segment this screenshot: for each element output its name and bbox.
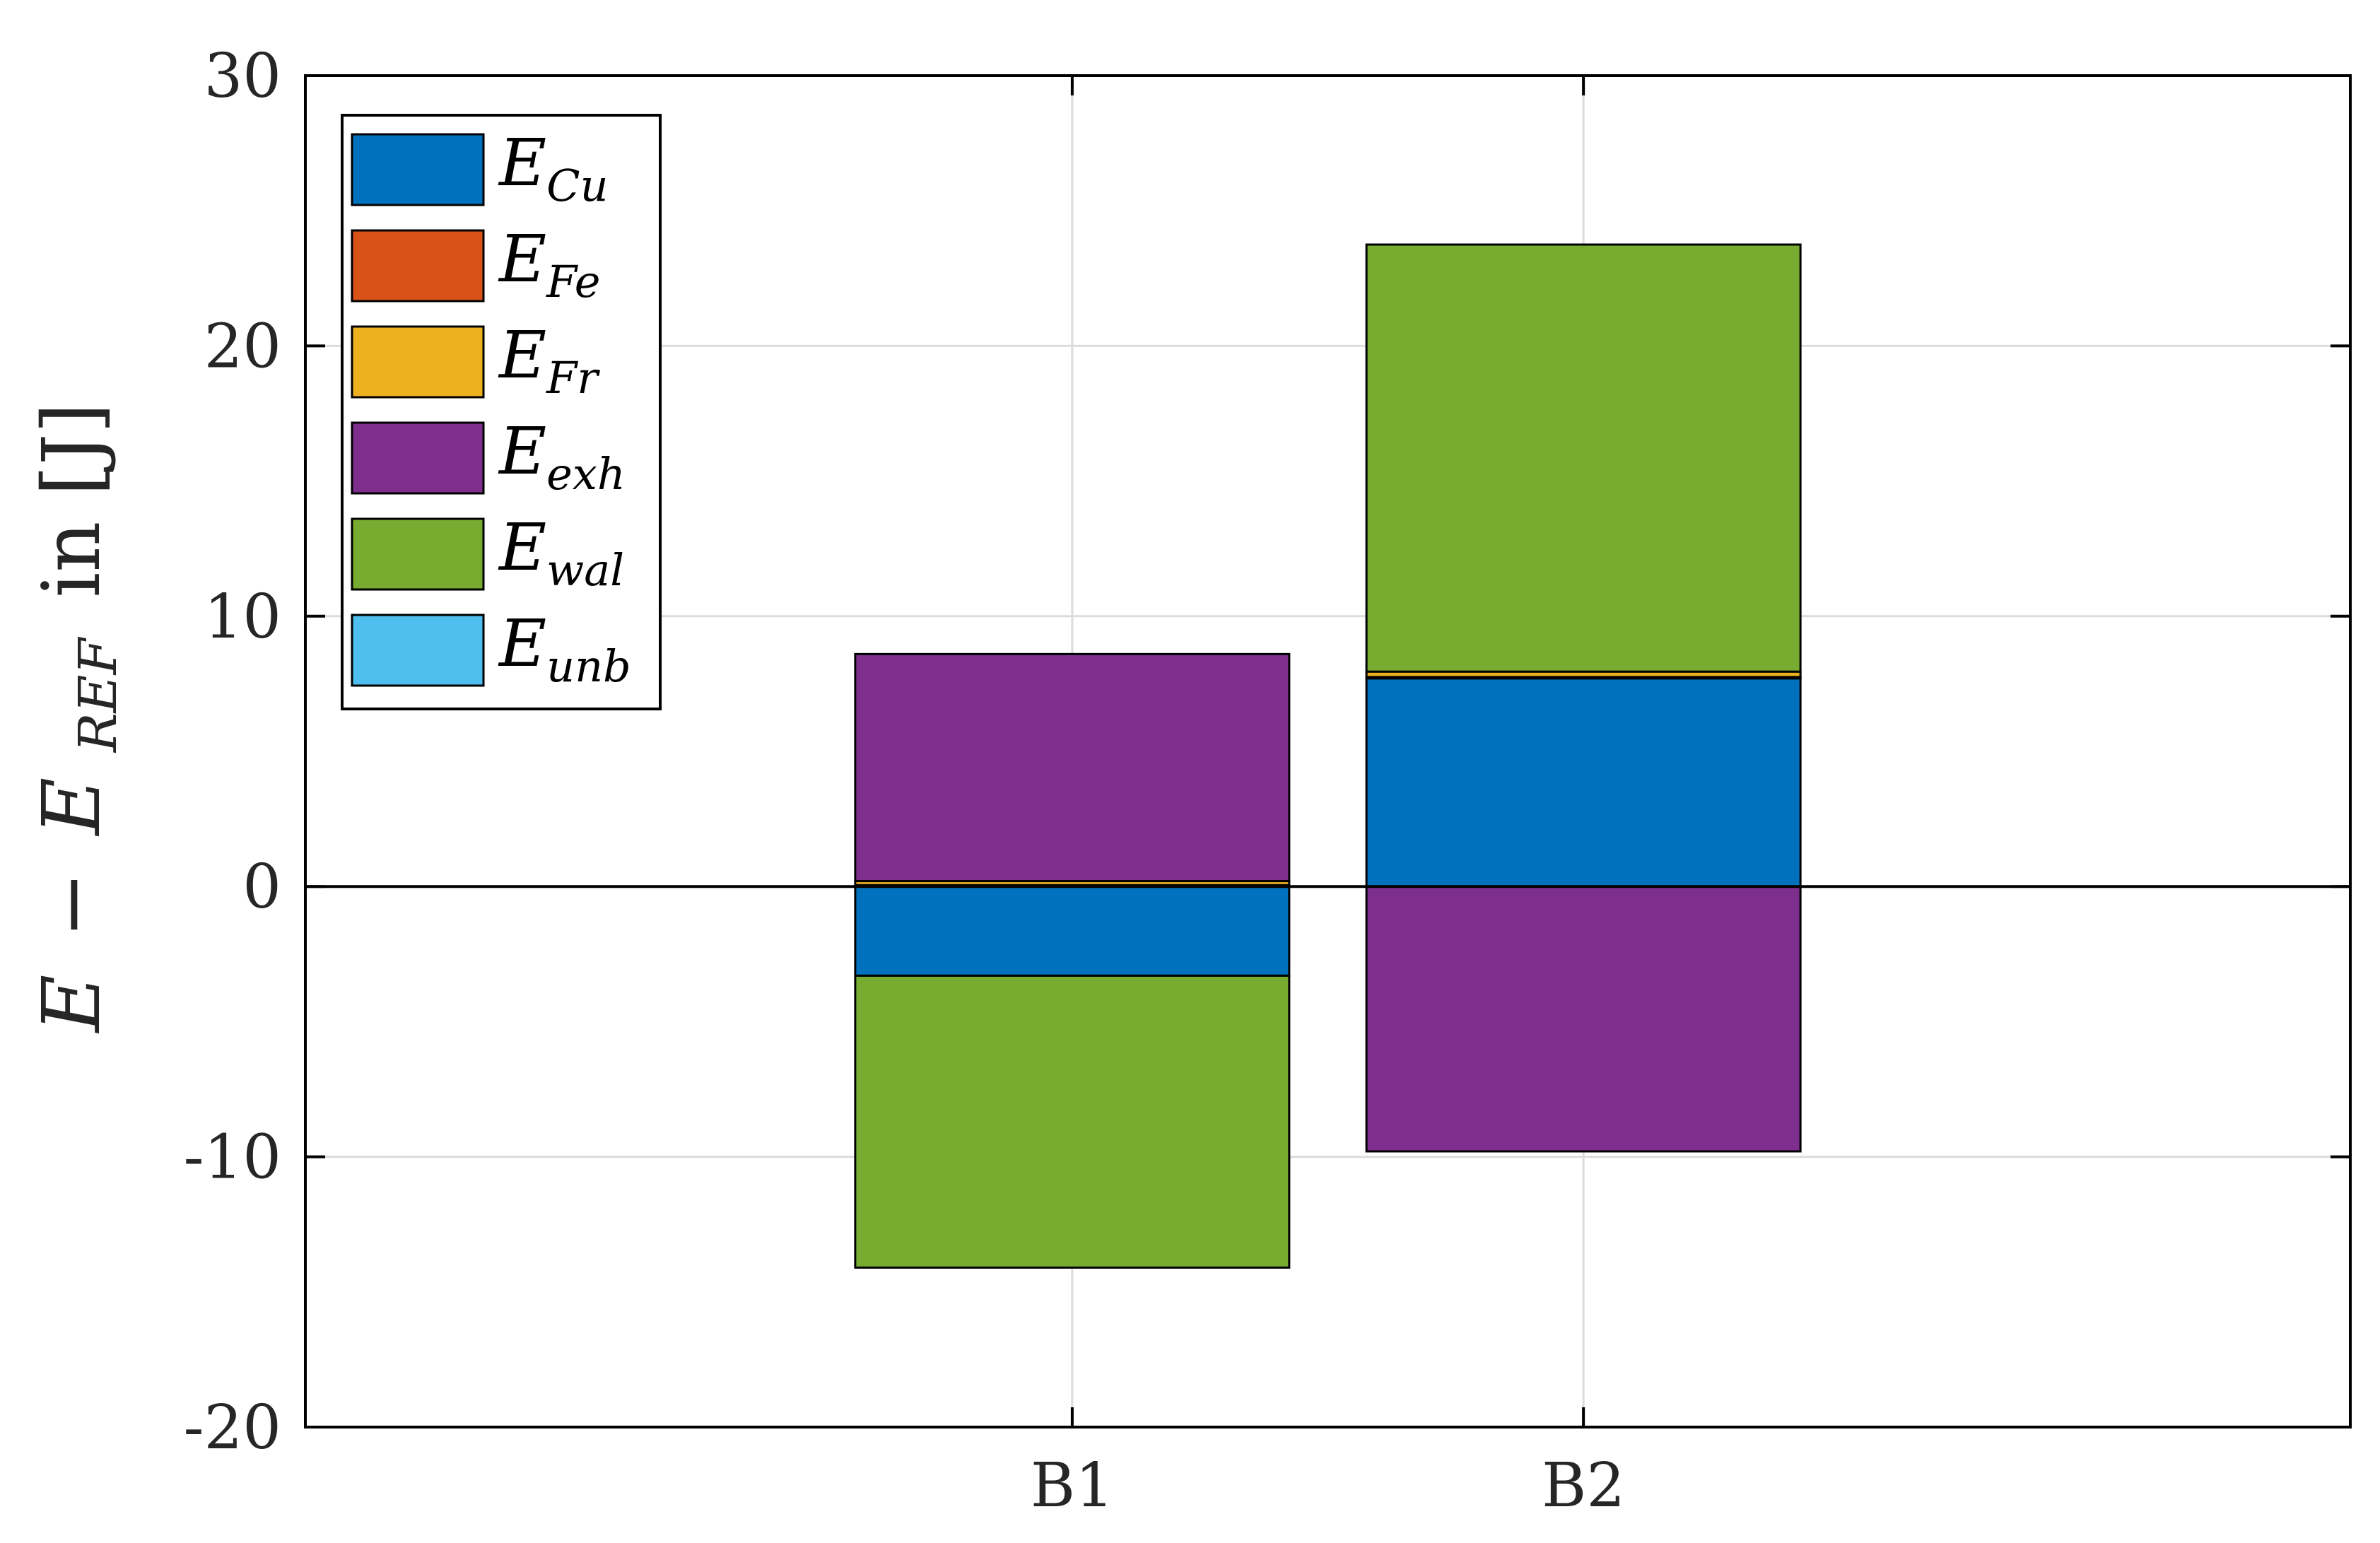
y-axis-label-subscript: REF (68, 636, 129, 753)
bar-B2-wal (1365, 243, 1802, 673)
y-tick-label-0: -20 (184, 1392, 282, 1463)
y-tick-label-4: 20 (204, 311, 281, 382)
bar-B2-exh (1365, 885, 1802, 1153)
axis-ticks (305, 74, 2350, 1428)
legend: ECu EFe EFr Eexh Ewal Eunb (341, 114, 662, 710)
y-axis-label: E − E REF in [J] (26, 403, 135, 1034)
y-tick-label-1: -10 (184, 1122, 282, 1193)
plot-area-frame (304, 74, 2352, 1428)
legend-swatch-Fe (351, 229, 485, 303)
legend-swatch-unb (351, 614, 485, 687)
tick-labels: -20 -10 0 10 20 30 B1 B2 (184, 41, 1626, 1521)
y-tick-label-2: 0 (242, 852, 281, 922)
bar-B1-exh (854, 652, 1291, 883)
legend-swatch-Cu (351, 133, 485, 206)
legend-swatch-wal (351, 517, 485, 591)
y-axis-label-suffix: in [J] (26, 403, 118, 598)
legend-label-Fr: EFr (498, 317, 600, 404)
bar-stacks (854, 243, 1802, 1269)
y-axis-label-minus: − (26, 872, 118, 938)
y-axis-label-prefix: E (26, 975, 118, 1034)
y-axis-label-base: E (26, 778, 118, 837)
y-tick-label-5: 30 (204, 41, 281, 112)
legend-label-exh: Eexh (498, 413, 626, 500)
x-tick-label-B1: B1 (1031, 1450, 1114, 1521)
y-tick-label-3: 10 (204, 582, 281, 652)
bar-B2-Cu (1365, 677, 1802, 888)
legend-box (341, 114, 662, 710)
bar-B1-Cu (854, 885, 1291, 977)
legend-label-Cu: ECu (498, 125, 609, 211)
legend-label-Fe: EFe (498, 221, 601, 307)
x-tick-label-B2: B2 (1542, 1450, 1625, 1521)
legend-label-wal: Ewal (498, 510, 624, 596)
legend-swatch-Fr (351, 325, 485, 399)
legend-swatch-exh (351, 421, 485, 495)
legend-label-unb: Eunb (498, 606, 631, 692)
bar-B1-wal (854, 974, 1291, 1269)
